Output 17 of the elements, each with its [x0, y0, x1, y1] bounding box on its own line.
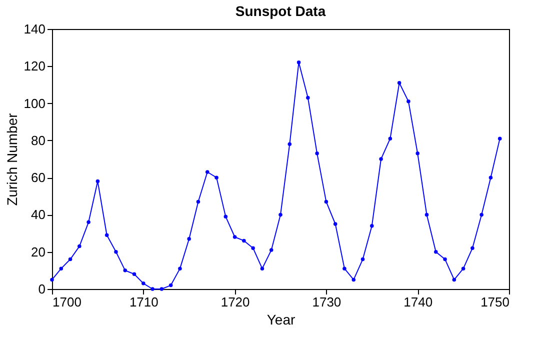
y-tick-label: 80 [31, 132, 46, 148]
chart-title: Sunspot Data [235, 3, 326, 19]
y-tick-label: 20 [31, 244, 46, 260]
y-tick-label: 100 [24, 96, 46, 111]
x-tick-label: 1730 [312, 294, 342, 310]
y-tick-label: 60 [31, 170, 46, 186]
y-tick-label: 140 [24, 22, 46, 36]
x-tick-label: 1710 [129, 294, 158, 310]
y-tick-label: 0 [38, 282, 46, 296]
y-tick-label: 120 [24, 58, 46, 74]
y-tick-label: 40 [31, 207, 46, 222]
x-tick-label: 1750 [480, 294, 510, 310]
x-tick-label: 1740 [404, 294, 433, 310]
x-tick-label: 1700 [52, 294, 82, 310]
x-axis-title: Year [266, 312, 296, 328]
y-axis-title: Zurich Number [4, 112, 20, 206]
x-tick-label: 1720 [220, 294, 250, 310]
